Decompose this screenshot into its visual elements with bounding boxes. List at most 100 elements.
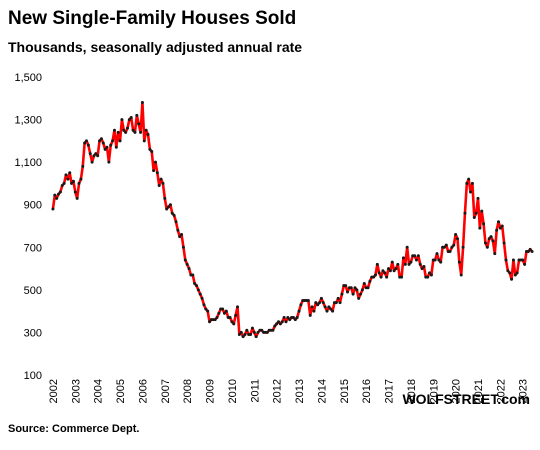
y-tick-label: 1,300 — [14, 115, 42, 127]
data-point — [133, 130, 137, 134]
data-point — [71, 179, 75, 183]
data-point — [249, 333, 253, 337]
data-point — [489, 235, 493, 239]
data-point — [88, 152, 92, 156]
data-point — [70, 181, 74, 185]
data-point — [139, 130, 143, 134]
data-point — [390, 260, 394, 264]
data-point — [282, 316, 286, 320]
data-point — [127, 118, 131, 122]
data-point — [426, 275, 430, 279]
data-point — [513, 273, 517, 277]
data-point — [239, 330, 243, 334]
data-point — [523, 262, 527, 266]
data-point — [198, 292, 202, 296]
data-point — [452, 243, 456, 247]
data-point — [504, 258, 508, 262]
data-point — [131, 128, 135, 132]
data-point — [366, 286, 370, 290]
data-point — [185, 262, 189, 266]
data-point — [474, 211, 478, 215]
y-tick-label: 900 — [24, 200, 42, 212]
data-point — [515, 271, 519, 275]
data-point — [150, 150, 154, 153]
data-point — [176, 228, 180, 232]
data-point — [487, 237, 491, 241]
data-point — [485, 245, 489, 249]
y-tick-label: 700 — [24, 242, 42, 254]
data-point — [396, 262, 400, 266]
data-point — [521, 258, 525, 262]
data-point — [142, 139, 146, 143]
x-tick-label: 2015 — [339, 379, 351, 403]
data-point — [377, 271, 381, 275]
data-point — [316, 303, 320, 307]
x-tick-label: 2003 — [70, 379, 82, 403]
data-point — [135, 113, 139, 117]
data-point — [306, 299, 310, 302]
x-tick-label: 2013 — [294, 379, 306, 403]
data-point — [55, 196, 59, 200]
data-point — [422, 264, 426, 268]
data-point — [112, 128, 116, 132]
x-tick-label: 2014 — [316, 379, 328, 403]
data-point — [96, 154, 100, 158]
data-point — [401, 256, 405, 260]
data-line — [51, 101, 534, 338]
x-tick-label: 2008 — [182, 379, 194, 403]
data-point — [444, 243, 448, 247]
data-point — [291, 316, 295, 320]
data-point — [254, 335, 258, 339]
data-point — [159, 177, 163, 181]
data-point — [245, 328, 249, 332]
data-point — [383, 271, 387, 275]
data-point — [228, 316, 232, 320]
x-tick-label: 2019 — [428, 379, 440, 403]
data-point — [373, 273, 377, 277]
data-point — [148, 147, 152, 151]
data-point — [194, 284, 198, 288]
data-point — [230, 320, 234, 324]
data-point — [122, 128, 126, 132]
data-point — [200, 296, 204, 300]
data-point — [454, 233, 458, 237]
data-point — [467, 177, 471, 181]
data-point — [368, 279, 372, 283]
x-tick-label: 2016 — [361, 379, 373, 403]
data-point — [170, 211, 174, 215]
data-point — [99, 137, 103, 141]
data-point — [526, 250, 530, 254]
data-point — [349, 286, 353, 290]
data-point — [344, 284, 348, 288]
data-point — [482, 222, 486, 226]
data-point — [157, 184, 161, 188]
data-point — [437, 258, 441, 262]
data-point — [193, 281, 197, 285]
x-tick-label: 2005 — [115, 379, 127, 403]
data-point — [206, 309, 210, 313]
data-point — [152, 169, 156, 173]
data-point — [345, 290, 349, 294]
data-point — [310, 305, 314, 309]
data-point — [338, 301, 342, 305]
data-point — [79, 177, 83, 181]
data-point — [293, 318, 297, 322]
data-point — [92, 154, 96, 158]
data-point — [405, 245, 409, 249]
data-point — [314, 301, 318, 305]
data-point — [392, 269, 396, 273]
data-point — [472, 215, 476, 219]
data-point — [73, 190, 77, 194]
data-point — [375, 262, 379, 266]
data-point — [321, 301, 325, 305]
data-point — [165, 207, 169, 211]
data-point — [385, 275, 389, 279]
data-point — [109, 143, 113, 147]
data-point — [98, 139, 102, 143]
data-point — [58, 190, 62, 194]
chart-title: New Single-Family Houses Sold — [8, 8, 296, 29]
data-point — [357, 296, 361, 300]
data-point — [299, 303, 303, 307]
data-point — [84, 139, 88, 143]
data-point — [129, 115, 133, 119]
